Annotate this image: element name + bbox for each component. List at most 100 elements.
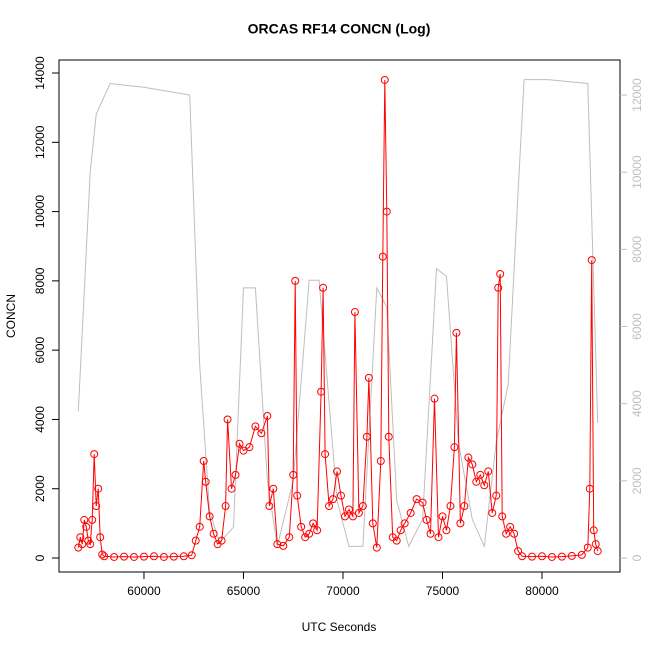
data-point xyxy=(231,470,240,479)
data-point xyxy=(484,467,493,476)
data-point xyxy=(378,252,387,261)
data-point xyxy=(348,512,357,521)
data-point xyxy=(100,552,109,561)
y2-tick-label: 4000 xyxy=(630,390,644,417)
data-point xyxy=(169,552,178,561)
y2-tick-label: 6000 xyxy=(630,313,644,340)
data-point xyxy=(319,283,328,292)
data-point xyxy=(227,484,236,493)
y2-tick-label: 12000 xyxy=(630,78,644,112)
data-point xyxy=(82,522,91,531)
y-axis-label: CONCN xyxy=(4,294,18,338)
data-point xyxy=(92,502,101,511)
data-point xyxy=(336,491,345,500)
data-point xyxy=(139,552,148,561)
data-point xyxy=(96,533,105,542)
data-point xyxy=(297,522,306,531)
data-point xyxy=(195,522,204,531)
x-axis-label: UTC Seconds xyxy=(302,620,377,634)
data-point xyxy=(78,540,87,549)
data-point xyxy=(344,505,353,514)
data-point xyxy=(452,328,461,337)
y2-tick-label: 2000 xyxy=(630,467,644,494)
data-point xyxy=(384,432,393,441)
data-point xyxy=(265,502,274,511)
data-point xyxy=(460,502,469,511)
data-point xyxy=(406,508,415,517)
y2-tick-label: 8000 xyxy=(630,236,644,263)
data-point xyxy=(492,491,501,500)
y2-tick-label: 10000 xyxy=(630,155,644,189)
data-point xyxy=(159,552,168,561)
data-point xyxy=(396,526,405,535)
data-point xyxy=(446,502,455,511)
data-point xyxy=(392,536,401,545)
data-point xyxy=(329,495,338,504)
data-point xyxy=(589,526,598,535)
data-point xyxy=(464,453,473,462)
data-point xyxy=(245,443,254,452)
data-point xyxy=(587,256,596,265)
data-point xyxy=(98,550,107,559)
y-tick-label: 10000 xyxy=(33,195,47,229)
data-point xyxy=(422,515,431,524)
data-point xyxy=(358,502,367,511)
data-point xyxy=(217,536,226,545)
data-point xyxy=(340,512,349,521)
plot-box xyxy=(58,59,621,573)
data-point xyxy=(285,533,294,542)
data-point xyxy=(480,481,489,490)
data-point xyxy=(179,552,188,561)
data-point xyxy=(506,522,515,531)
data-point xyxy=(577,550,586,559)
data-point xyxy=(567,551,576,560)
data-point xyxy=(585,484,594,493)
data-point xyxy=(380,75,389,84)
data-point xyxy=(251,422,260,431)
data-point xyxy=(450,443,459,452)
data-point xyxy=(518,552,527,561)
x-tick-label: 75000 xyxy=(426,584,460,598)
data-point xyxy=(442,526,451,535)
data-point xyxy=(191,536,200,545)
data-point xyxy=(313,526,322,535)
data-point xyxy=(205,512,214,521)
data-point xyxy=(149,552,158,561)
data-point xyxy=(199,457,208,466)
data-point xyxy=(502,529,511,538)
data-point xyxy=(400,519,409,528)
data-point xyxy=(94,484,103,493)
y-tick-label: 4000 xyxy=(33,406,47,433)
data-point xyxy=(426,529,435,538)
data-point xyxy=(325,502,334,511)
data-point xyxy=(350,308,359,317)
x-tick-label: 80000 xyxy=(525,584,559,598)
data-point xyxy=(289,470,298,479)
data-point xyxy=(372,543,381,552)
data-point xyxy=(239,446,248,455)
data-point xyxy=(221,502,230,511)
data-point xyxy=(382,207,391,216)
data-point xyxy=(434,533,443,542)
y-tick-label: 2000 xyxy=(33,475,47,502)
data-point xyxy=(86,540,95,549)
data-point xyxy=(476,470,485,479)
data-point xyxy=(273,540,282,549)
data-point xyxy=(368,519,377,528)
data-point xyxy=(438,512,447,521)
y2-tick-label: 0 xyxy=(630,554,644,561)
y-tick-label: 6000 xyxy=(33,336,47,363)
y-tick-label: 14000 xyxy=(33,56,47,90)
data-point xyxy=(362,432,371,441)
data-point xyxy=(496,269,505,278)
data-point xyxy=(537,552,546,561)
data-point xyxy=(223,415,232,424)
x-tick-label: 70000 xyxy=(326,584,360,598)
data-point xyxy=(494,283,503,292)
data-point xyxy=(593,547,602,556)
data-point xyxy=(510,529,519,538)
data-point xyxy=(468,460,477,469)
series-line xyxy=(77,79,599,549)
data-point xyxy=(88,515,97,524)
